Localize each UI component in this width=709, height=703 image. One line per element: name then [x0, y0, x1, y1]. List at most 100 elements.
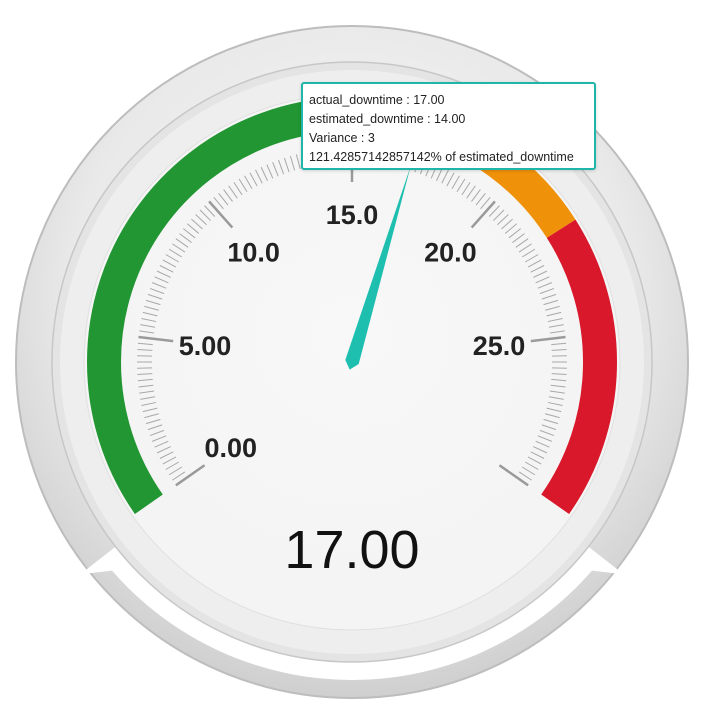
minor-tick [138, 384, 154, 388]
minor-tick [543, 418, 559, 425]
minor-tick [162, 259, 177, 268]
gauge-band-2 [541, 219, 617, 514]
minor-tick [551, 373, 567, 376]
minor-tick [524, 254, 539, 263]
minor-tick [551, 378, 567, 382]
gauge-needle[interactable] [345, 165, 411, 370]
minor-tick [493, 209, 505, 221]
tick-label: 0.00 [204, 433, 257, 463]
minor-tick [295, 154, 301, 169]
minor-tick [145, 299, 161, 306]
minor-tick [233, 182, 243, 196]
minor-tick [535, 440, 550, 448]
minor-tick [195, 214, 207, 226]
minor-tick [548, 324, 564, 328]
minor-tick [249, 172, 258, 187]
minor-tick [162, 456, 177, 465]
minor-tick [527, 456, 542, 465]
minor-tick [277, 159, 285, 175]
minor-tick [546, 311, 562, 317]
minor-tick [183, 228, 196, 239]
minor-tick [549, 330, 565, 334]
minor-tick [475, 193, 486, 206]
tick-label: 10.0 [227, 237, 280, 267]
minor-tick [179, 233, 192, 243]
minor-tick [140, 324, 156, 328]
minor-tick [551, 348, 567, 351]
minor-tick [480, 196, 491, 210]
minor-tick [524, 461, 539, 470]
minor-tick [204, 205, 216, 217]
minor-tick [213, 196, 224, 210]
minor-tick [541, 293, 557, 300]
gauge-tick-labels: 0.00 5.00 10.0 15.0 20.0 25.0 [179, 200, 526, 463]
minor-tick [550, 384, 566, 388]
minor-tick [446, 172, 455, 187]
minor-tick [521, 248, 536, 258]
tick-label: 5.00 [179, 331, 232, 361]
minor-tick [159, 265, 174, 273]
tooltip-variance: Variance : 3 [309, 131, 375, 145]
minor-tick [266, 164, 274, 179]
minor-tick [539, 429, 555, 437]
minor-tick [518, 471, 532, 481]
tooltip: actual_downtime : 17.00 estimated_downti… [301, 82, 596, 170]
minor-tick [508, 228, 521, 239]
minor-tick [541, 424, 557, 431]
minor-tick [154, 276, 169, 284]
minor-tick [545, 305, 560, 311]
minor-tick [515, 238, 529, 248]
minor-tick [504, 223, 518, 234]
minor-tick [199, 209, 211, 221]
minor-tick [501, 218, 513, 230]
major-tick [138, 335, 174, 343]
minor-tick [521, 466, 536, 476]
minor-tick [139, 390, 155, 394]
minor-tick [152, 435, 167, 442]
tick-label: 15.0 [326, 200, 379, 230]
minor-tick [137, 373, 153, 376]
minor-tick [218, 193, 229, 206]
minor-tick [159, 451, 174, 459]
minor-tick [456, 178, 466, 193]
minor-tick [533, 270, 548, 278]
minor-tick [539, 287, 555, 295]
minor-tick [546, 407, 562, 413]
minor-tick [223, 189, 233, 202]
minor-tick [142, 407, 158, 413]
minor-tick [152, 282, 167, 289]
tooltip-estimated-downtime: estimated_downtime : 14.00 [309, 112, 466, 126]
minor-tick [172, 471, 186, 481]
minor-tick [175, 238, 189, 248]
minor-tick [228, 185, 238, 199]
minor-tick [533, 446, 548, 454]
minor-tick [548, 396, 564, 400]
minor-tick [537, 282, 552, 289]
tick-label: 25.0 [473, 331, 526, 361]
minor-tick [149, 429, 165, 437]
minor-tick [137, 348, 153, 351]
minor-tick [156, 446, 171, 454]
minor-tick [137, 378, 153, 382]
minor-tick [488, 205, 500, 217]
minor-tick [255, 169, 263, 184]
tooltip-percentage: 121.42857142857142% of estimated_downtim… [309, 150, 574, 164]
minor-tick [260, 166, 268, 181]
minor-tick [144, 305, 159, 311]
major-tick [208, 200, 234, 229]
minor-tick [551, 342, 567, 346]
minor-tick [139, 330, 155, 334]
minor-tick [191, 218, 203, 230]
minor-tick [154, 440, 169, 448]
minor-tick [244, 175, 253, 190]
minor-tick [518, 243, 532, 253]
minor-tick [141, 318, 157, 323]
minor-tick [137, 342, 153, 346]
minor-tick [512, 233, 525, 243]
minor-tick [147, 293, 163, 300]
major-tick [530, 335, 566, 343]
minor-tick [144, 413, 159, 419]
minor-tick [272, 162, 279, 177]
minor-tick [186, 223, 200, 234]
minor-tick [283, 157, 290, 173]
